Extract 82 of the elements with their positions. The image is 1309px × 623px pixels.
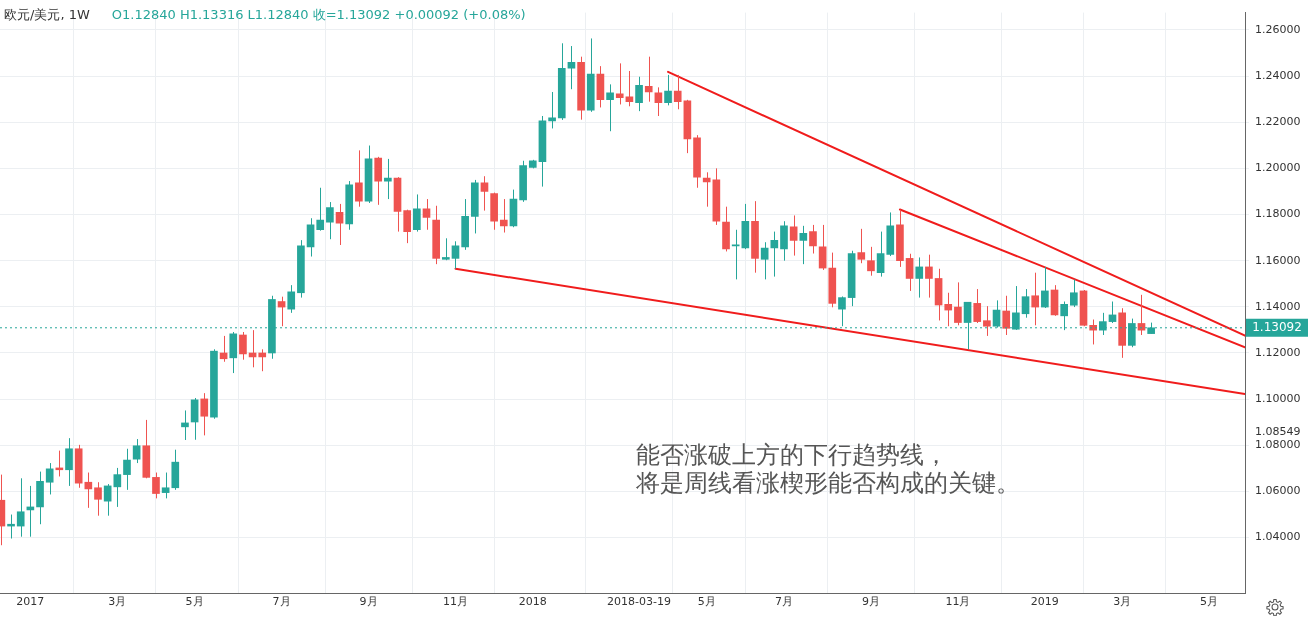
candlestick [635, 76, 643, 112]
candlestick [171, 449, 180, 491]
y-tick-label: 1.18000 [1255, 207, 1301, 221]
x-tick-label: 7月 [272, 595, 291, 609]
candlestick [297, 239, 305, 299]
candlestick [925, 254, 933, 299]
candlestick [1118, 307, 1126, 359]
candlestick [200, 392, 209, 436]
chart-title: 欧元/美元, 1W [4, 7, 90, 22]
candlestick [519, 160, 527, 203]
candlestick [142, 419, 151, 479]
x-tick-label: 2018 [518, 595, 547, 609]
y-tick-label: 1.08549 [1255, 425, 1301, 439]
candlestick [403, 209, 412, 244]
candlestick [577, 56, 585, 121]
candlestick [673, 74, 682, 110]
x-tick-label: 9月 [359, 595, 378, 609]
candlestick [664, 74, 672, 106]
x-tick-label: 2018-03-19 [607, 595, 672, 609]
x-tick-label: 2019 [1030, 595, 1059, 609]
x-tick-label: 5月 [697, 595, 716, 609]
candlestick [983, 305, 991, 337]
annotation: 将是周线看涨楔形能否构成的关键。 [636, 469, 1020, 497]
candlestick [751, 200, 759, 274]
candlestick [557, 42, 566, 121]
x-tick-label: 5月 [185, 595, 204, 609]
x-tick-label: 5月 [1200, 595, 1219, 609]
candlestick [345, 180, 354, 231]
candlestick [1002, 295, 1011, 336]
ref-line-label: 1.13092 [1252, 319, 1302, 334]
y-tick-label: 1.04000 [1255, 530, 1301, 544]
x-tick-label: 2017 [16, 595, 45, 609]
candlestick [461, 198, 469, 251]
y-tick-label: 1.20000 [1255, 161, 1301, 175]
candlestick [210, 348, 218, 420]
candlestick [470, 179, 479, 234]
x-tick-label: 9月 [861, 595, 880, 609]
candlestick [857, 228, 866, 264]
y-tick-label: 1.24000 [1255, 68, 1301, 82]
y-tick-label: 1.14000 [1255, 299, 1301, 313]
candlestick [413, 193, 421, 233]
y-tick-label: 1.08000 [1255, 438, 1301, 452]
candlestick [1031, 272, 1040, 326]
candlestick [36, 471, 44, 525]
candlestick [809, 224, 817, 255]
annotation: 能否涨破上方的下行趋势线， [636, 441, 948, 469]
x-tick-label: 11月 [442, 595, 468, 609]
candlestick [896, 209, 904, 268]
chart-subtitle: O1.12840 H1.13316 L1.12840 收=1.13092 +0.00092 (+0.08%) [111, 7, 526, 22]
y-tick-label: 1.26000 [1255, 22, 1301, 36]
candlestick [828, 252, 837, 308]
candlestick [1070, 278, 1078, 308]
y-tick-label: 1.16000 [1255, 253, 1301, 267]
candlestick [586, 37, 595, 113]
candlestick [867, 246, 875, 277]
x-tick-label: 7月 [774, 595, 793, 609]
candlestick [16, 477, 25, 538]
candlestick [442, 237, 450, 261]
candlestick [973, 288, 982, 324]
candlestick [722, 206, 730, 252]
y-tick-label: 1.12000 [1255, 345, 1301, 359]
candlestick [799, 225, 808, 265]
candlestick [838, 295, 846, 327]
y-tick-label: 1.06000 [1255, 484, 1301, 498]
candlestick [123, 448, 131, 491]
candlestick [45, 462, 54, 495]
x-tick-label: 3月 [108, 595, 127, 609]
candlestick [65, 437, 73, 487]
y-tick-label: 1.10000 [1255, 392, 1301, 406]
candlestick [954, 281, 962, 326]
candlestick [915, 256, 924, 299]
candlestick [326, 201, 334, 240]
candlestick [886, 211, 895, 257]
candlestick [490, 192, 498, 231]
candlestick [74, 444, 83, 489]
y-tick-label: 1.22000 [1255, 115, 1301, 129]
x-tick-label: 3月 [1113, 595, 1132, 609]
x-tick-label: 11月 [945, 595, 971, 609]
candlestick [94, 481, 102, 517]
candlestick [113, 467, 122, 508]
candlestick [432, 205, 440, 265]
candlestick [152, 472, 160, 499]
